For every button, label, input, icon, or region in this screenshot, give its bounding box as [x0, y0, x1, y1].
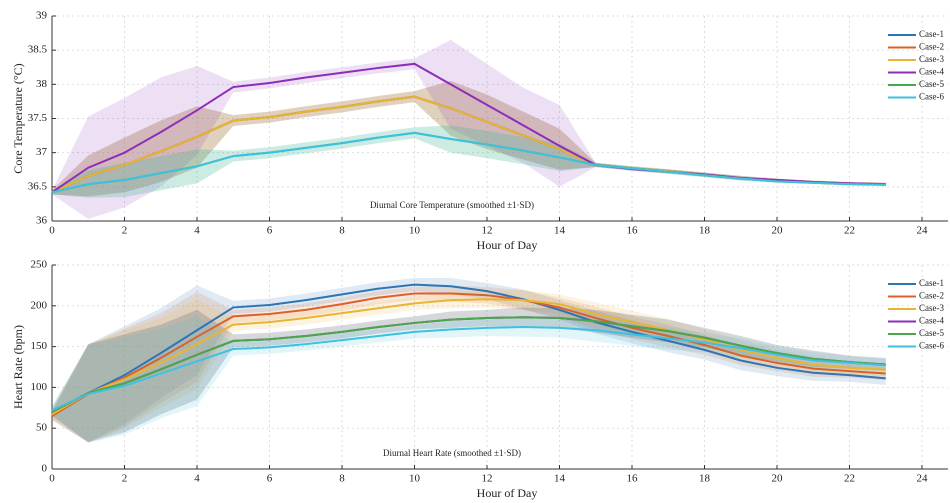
legend-label: Case-3: [919, 303, 944, 313]
y-tick-label: 36: [36, 215, 48, 227]
x-tick-label: 8: [339, 473, 345, 485]
sd-band: [52, 125, 886, 198]
x-tick-label: 12: [482, 225, 493, 237]
x-tick-label: 10: [409, 225, 421, 237]
series-line: [51, 131, 886, 194]
annotation: Diurnal Heart Rate (smoothed ±1·SD): [383, 448, 521, 458]
x-tick-label: 2: [122, 473, 128, 485]
x-tick-label: 20: [772, 473, 784, 485]
legend-label: Case-3: [919, 54, 944, 64]
y-axis-label: Core Temperature (°C): [11, 63, 25, 173]
x-tick-label: 22: [844, 473, 855, 485]
x-tick-label: 24: [917, 225, 929, 237]
sd-band: [52, 125, 886, 198]
legend-label: Case-6: [919, 92, 944, 102]
x-tick-label: 16: [627, 473, 639, 485]
y-tick-label: 38.5: [28, 44, 48, 56]
x-tick-label: 18: [699, 225, 711, 237]
x-axis-label: Hour of Day: [477, 238, 538, 252]
sd-band: [52, 307, 886, 443]
x-tick-label: 6: [267, 473, 273, 485]
sd-band: [52, 316, 886, 443]
sd-band: [52, 307, 886, 443]
legend-label: Case-1: [919, 278, 944, 288]
x-tick-label: 16: [627, 225, 639, 237]
series-line: [51, 283, 886, 417]
x-tick-label: 14: [554, 225, 566, 237]
x-tick-label: 14: [554, 473, 566, 485]
x-tick-label: 10: [409, 473, 421, 485]
legend-label: Case-2: [919, 291, 944, 301]
x-tick-label: 24: [917, 473, 929, 485]
x-tick-label: 20: [772, 225, 784, 237]
series-line: [51, 316, 886, 413]
y-tick-label: 100: [31, 381, 48, 393]
legend-label: Case-1: [919, 29, 944, 39]
legend-label: Case-4: [919, 316, 944, 326]
x-tick-label: 12: [482, 473, 493, 485]
legend-label: Case-5: [919, 79, 944, 89]
y-tick-label: 37: [36, 146, 48, 158]
sd-band: [52, 290, 886, 443]
series-line: [51, 292, 886, 417]
y-tick-label: 50: [36, 422, 48, 434]
sd-band: [52, 278, 886, 443]
series-line: [51, 298, 886, 416]
sd-band: [52, 80, 886, 197]
x-tick-label: 4: [194, 225, 200, 237]
sd-band: [52, 80, 886, 197]
x-tick-label: 4: [194, 473, 200, 485]
y-tick-label: 39: [36, 10, 48, 22]
legend-label: Case-6: [919, 341, 944, 351]
y-tick-label: 36.5: [28, 180, 48, 192]
x-tick-label: 2: [122, 225, 128, 237]
x-tick-label: 18: [699, 473, 711, 485]
y-tick-label: 200: [31, 299, 48, 311]
y-axis-label: Heart Rate (bpm): [11, 325, 25, 409]
y-tick-label: 250: [31, 259, 48, 271]
series-line: [51, 326, 886, 412]
annotation: Diurnal Core Temperature (smoothed ±1·SD…: [370, 200, 534, 210]
x-tick-label: 8: [339, 225, 345, 237]
y-tick-label: 0: [42, 463, 48, 475]
y-tick-label: 37.5: [28, 112, 48, 124]
x-tick-label: 0: [49, 473, 55, 485]
y-tick-label: 38: [36, 78, 48, 90]
legend-label: Case-5: [919, 328, 944, 338]
legend-label: Case-4: [919, 67, 944, 77]
x-axis-label: Hour of Day: [477, 486, 538, 500]
y-tick-label: 150: [31, 340, 48, 352]
x-tick-label: 6: [267, 225, 273, 237]
x-tick-label: 22: [844, 225, 855, 237]
x-tick-label: 0: [49, 225, 55, 237]
legend-label: Case-2: [919, 42, 944, 52]
sd-band: [52, 80, 886, 197]
